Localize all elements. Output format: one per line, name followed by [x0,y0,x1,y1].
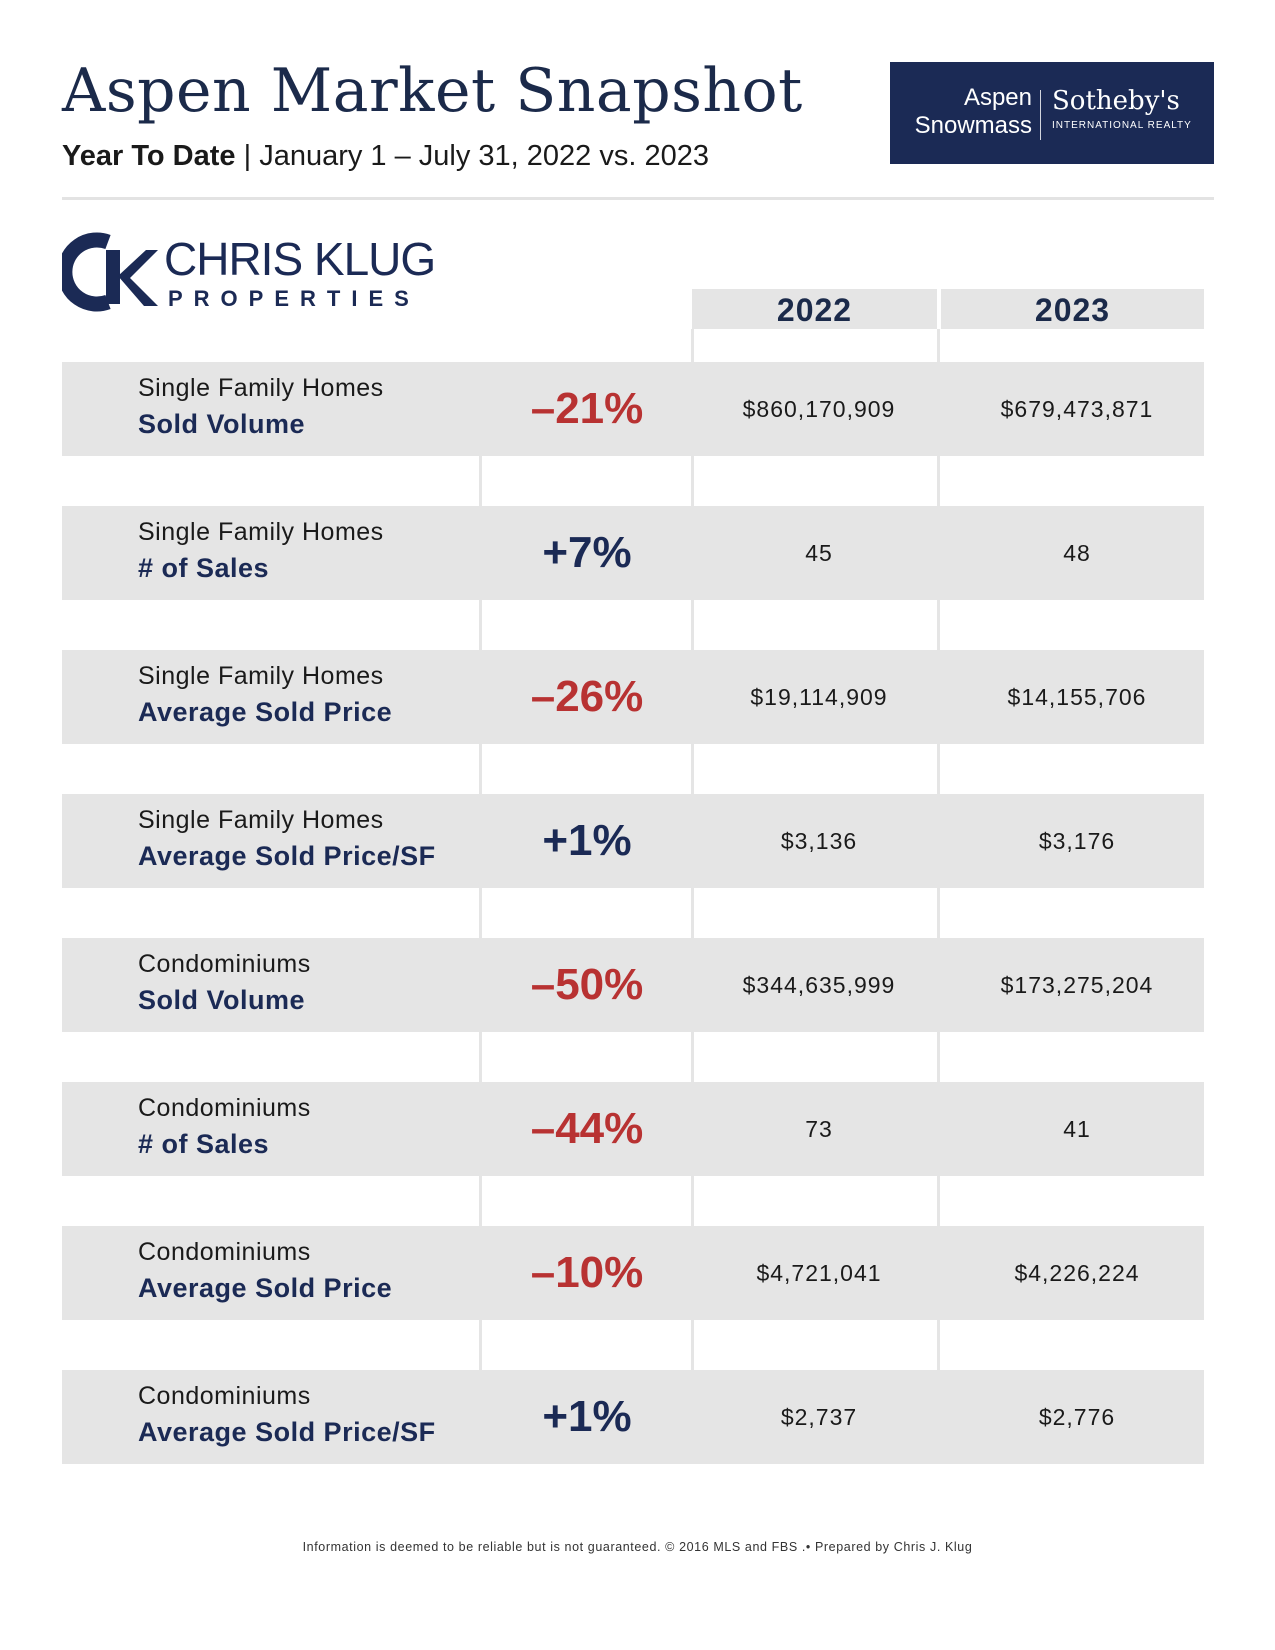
row-value-2022: $3,136 [780,828,858,854]
column-divider [937,329,940,1453]
column-header-2023: 2023 [941,289,1204,329]
row-category: Condominiums [138,1238,311,1266]
row-category: Condominiums [138,1094,311,1122]
footer-disclaimer: Information is deemed to be reliable but… [302,1540,973,1554]
row-metric: Sold Volume [138,985,306,1015]
row-value-2023: $14,155,706 [1007,684,1147,710]
row-metric: # of Sales [138,1129,270,1159]
page-subtitle: Year To Date | January 1 – July 31, 2022… [62,140,709,173]
table-row: Single Family Homes Average Sold Price/S… [62,794,1204,888]
brand-location: Aspen Snowmass [915,84,1032,140]
row-metric: Average Sold Price [138,697,393,727]
table-row: Single Family Homes # of Sales +7% 45 48 [62,506,1204,600]
chris-klug-logo: CHRIS KLUG PROPERTIES [62,232,442,312]
table-row: Condominiums Average Sold Price/SF +1% $… [62,1370,1204,1464]
table-row: Condominiums Sold Volume –50% $344,635,9… [62,938,1204,1032]
page-title: Aspen Market Snapshot [62,56,803,126]
row-metric: # of Sales [138,553,270,583]
row-metric: Average Sold Price [138,1273,393,1303]
row-category: Single Family Homes [138,374,384,402]
row-value-2022: $860,170,909 [742,396,896,422]
header-divider [62,197,1214,200]
row-value-2023: $2,776 [1038,1404,1116,1430]
row-change: –44% [530,1104,644,1153]
row-value-2022: $344,635,999 [742,972,896,998]
row-value-2022: 73 [805,1116,833,1142]
subtitle-dates: | January 1 – July 31, 2022 vs. 2023 [235,140,709,172]
row-change: +1% [542,816,632,865]
table-row: Condominiums Average Sold Price –10% $4,… [62,1226,1204,1320]
row-value-2022: $2,737 [780,1404,858,1430]
row-change: +7% [542,528,632,577]
row-metric: Sold Volume [138,409,306,439]
sothebys-logo: Aspen Snowmass Sotheby's INTERNATIONAL R… [890,62,1214,164]
row-value-2023: 41 [1063,1116,1091,1142]
logo-name: CHRIS KLUG [164,233,436,285]
row-category: Condominiums [138,1382,311,1410]
brand-location-line2: Snowmass [914,112,1032,139]
row-category: Single Family Homes [138,518,384,546]
row-change: –26% [530,672,644,721]
row-value-2022: $19,114,909 [750,684,888,710]
table-row: Single Family Homes Average Sold Price –… [62,650,1204,744]
row-change: –10% [530,1248,644,1297]
brand-divider [1040,90,1041,140]
row-value-2023: 48 [1063,540,1091,566]
brand-location-line1: Aspen [963,84,1032,111]
row-value-2023: $4,226,224 [1014,1260,1140,1286]
brand-name: Sotheby's [1052,86,1180,116]
column-divider [691,329,694,1453]
row-category: Condominiums [138,950,311,978]
row-metric: Average Sold Price/SF [138,841,436,871]
row-change: +1% [542,1392,632,1441]
column-header-2022: 2022 [692,289,937,329]
row-metric: Average Sold Price/SF [138,1417,436,1447]
row-value-2023: $679,473,871 [1000,396,1154,422]
row-value-2023: $173,275,204 [1000,972,1154,998]
row-value-2022: $4,721,041 [756,1260,882,1286]
brand-subname: INTERNATIONAL REALTY [1052,120,1192,131]
subtitle-period: Year To Date [62,140,236,172]
table-row: Single Family Homes Sold Volume –21% $86… [62,362,1204,456]
row-change: –21% [530,384,644,433]
row-category: Single Family Homes [138,662,384,690]
table-row: Condominiums # of Sales –44% 73 41 [62,1082,1204,1176]
row-value-2023: $3,176 [1038,828,1116,854]
row-value-2022: 45 [805,540,833,566]
row-change: –50% [530,960,644,1009]
logo-subname: PROPERTIES [168,286,420,311]
ck-monogram-icon [62,232,158,312]
brand-name-block: Sotheby's INTERNATIONAL REALTY [1052,86,1192,131]
row-category: Single Family Homes [138,806,384,834]
